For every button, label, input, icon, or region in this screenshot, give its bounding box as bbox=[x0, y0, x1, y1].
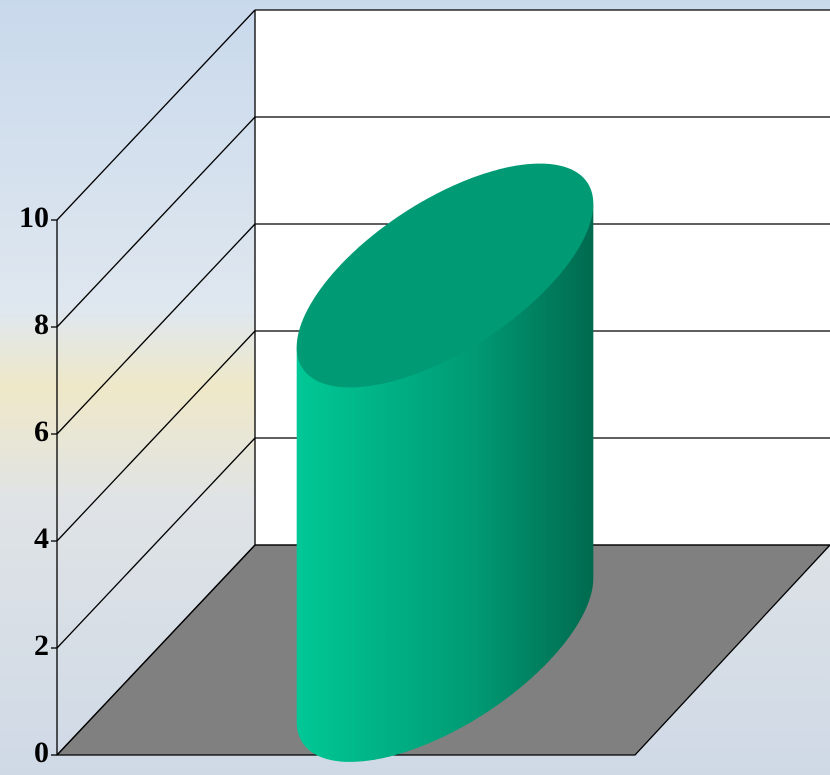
y-tick-label: 4 bbox=[34, 522, 49, 555]
grid-line bbox=[56, 116, 256, 328]
grid-line bbox=[56, 544, 256, 756]
grid-line bbox=[56, 330, 256, 542]
grid-line bbox=[56, 9, 256, 221]
y-tick-label: 6 bbox=[34, 415, 49, 448]
y-tick-label: 0 bbox=[34, 736, 49, 769]
y-tick-label: 10 bbox=[19, 201, 49, 234]
y-tick-label: 8 bbox=[34, 308, 49, 341]
cylinder-top bbox=[296, 163, 594, 388]
grid-line bbox=[56, 437, 256, 649]
y-tick-label: 2 bbox=[34, 629, 49, 662]
grid-line bbox=[56, 223, 256, 435]
